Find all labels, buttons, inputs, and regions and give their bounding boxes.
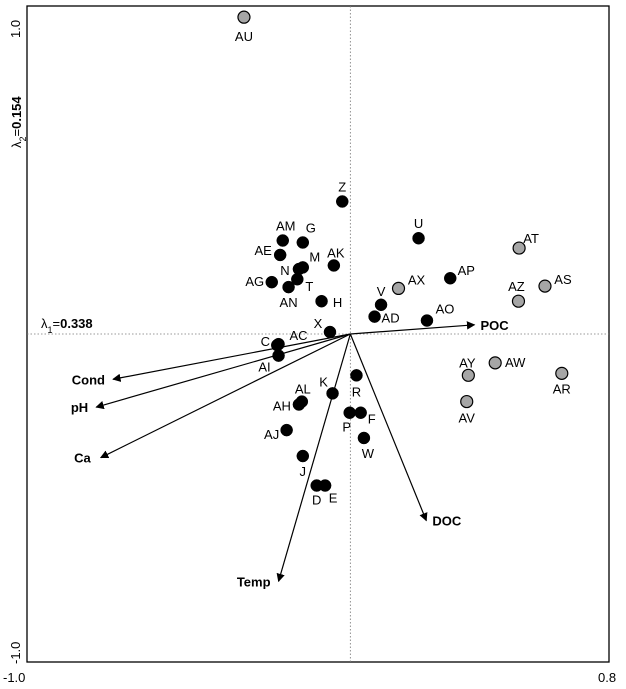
site-label-as: AS <box>554 272 572 287</box>
site-point-ak <box>327 259 341 272</box>
site-label-j: J <box>300 464 307 479</box>
site-label-u: U <box>414 216 423 231</box>
site-point-ao <box>420 314 434 327</box>
site-point-aj <box>280 423 293 437</box>
site-point-v <box>374 298 388 312</box>
site-label-p: P <box>342 420 351 435</box>
site-label-aw: AW <box>505 355 526 370</box>
site-label-d: D <box>312 493 321 508</box>
site-point-ai <box>272 349 285 362</box>
site-point-j <box>296 449 310 463</box>
site-label-av: AV <box>459 411 476 426</box>
site-point-z <box>336 195 349 208</box>
site-label-x: X <box>314 316 323 331</box>
site-point-ah <box>292 398 306 411</box>
site-point-au <box>237 10 251 24</box>
site-point-az <box>511 294 526 308</box>
site-label-au: AU <box>235 29 253 44</box>
site-label-ag: AG <box>245 274 264 289</box>
site-label-t: T <box>305 279 313 294</box>
site-label-an: AN <box>280 295 298 310</box>
site-label-ap: AP <box>458 263 475 278</box>
y-tick-label-min: -1.0 <box>8 642 23 664</box>
site-label-c: C <box>261 334 270 349</box>
site-label-ak: AK <box>327 245 345 260</box>
vector-arrow-temp <box>276 333 351 583</box>
axis1-eigenvalue-label: λ1=0.338 <box>41 316 93 335</box>
site-label-ae: AE <box>254 243 272 258</box>
site-label-g: G <box>306 220 316 235</box>
site-label-ad: AD <box>382 311 400 326</box>
site-label-ac: AC <box>290 328 308 343</box>
site-point-g <box>296 236 310 249</box>
site-point-am <box>276 234 290 247</box>
vector-label-ca: Ca <box>74 451 91 466</box>
site-label-ai: AI <box>258 360 270 375</box>
site-label-n: N <box>280 263 289 278</box>
vector-arrow-doc <box>349 333 428 522</box>
site-point-x <box>323 325 337 339</box>
site-label-m: M <box>309 249 320 264</box>
site-label-al: AL <box>295 382 311 397</box>
site-label-az: AZ <box>508 279 525 294</box>
site-label-ay: AY <box>459 355 476 370</box>
vector-label-ph: pH <box>71 400 88 415</box>
vector-arrow-ca <box>99 333 351 459</box>
axis2-eigenvalue-label: λ2=0.154 <box>9 96 28 148</box>
site-point-an <box>282 280 295 294</box>
site-label-aj: AJ <box>264 427 279 442</box>
site-point-f <box>354 406 367 419</box>
site-label-z: Z <box>338 179 346 194</box>
site-label-ah: AH <box>273 399 291 414</box>
site-label-ao: AO <box>436 302 455 317</box>
site-label-k: K <box>319 374 328 389</box>
site-label-ar: AR <box>553 381 571 396</box>
site-point-h <box>315 294 328 308</box>
site-point-ad <box>368 310 381 323</box>
site-point-ay <box>461 368 475 382</box>
site-point-p <box>343 406 356 419</box>
vector-arrow-ph <box>95 333 351 410</box>
site-point-ar <box>555 366 569 380</box>
site-label-v: V <box>377 284 386 299</box>
site-label-r: R <box>352 384 361 399</box>
site-point-aw <box>488 356 502 370</box>
y-tick-label-max: 1.0 <box>8 20 23 38</box>
vector-label-poc: POC <box>480 318 509 333</box>
site-point-c <box>271 338 284 352</box>
x-tick-label-max: 0.8 <box>598 670 616 685</box>
site-point-u <box>412 231 425 245</box>
site-label-am: AM <box>276 219 296 234</box>
site-point-k <box>326 387 339 400</box>
site-point-t <box>291 272 304 286</box>
vector-arrow-cond <box>112 333 351 382</box>
site-point-as <box>538 279 552 293</box>
x-tick-label-min: -1.0 <box>3 670 25 685</box>
site-point-ag <box>265 275 279 289</box>
site-point-av <box>460 394 474 409</box>
vector-arrow-poc <box>350 321 476 335</box>
vector-label-temp: Temp <box>237 574 271 589</box>
site-label-at: AT <box>523 231 539 246</box>
site-label-w: W <box>362 446 375 461</box>
site-point-e <box>318 479 332 492</box>
vector-label-doc: DOC <box>432 514 462 529</box>
site-point-r <box>350 369 363 382</box>
site-label-e: E <box>329 491 338 506</box>
site-point-ax <box>391 281 406 296</box>
vector-label-cond: Cond <box>72 372 105 387</box>
site-label-f: F <box>368 412 376 427</box>
site-point-ae <box>273 248 287 262</box>
site-point-w <box>357 431 371 445</box>
site-label-h: H <box>333 295 342 310</box>
site-label-ax: AX <box>408 272 426 287</box>
site-point-ap <box>443 271 457 285</box>
site-point-at <box>512 241 526 255</box>
